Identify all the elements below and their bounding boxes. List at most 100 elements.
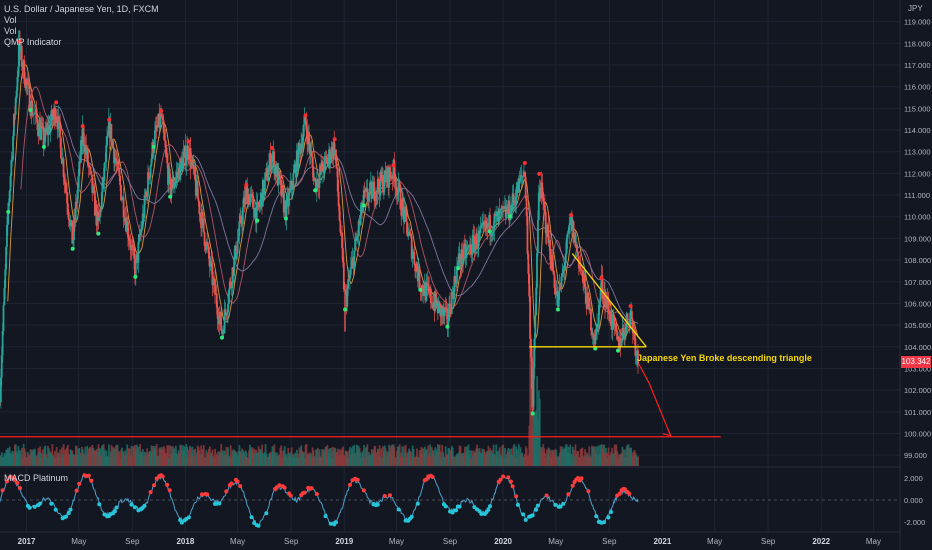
candle-body xyxy=(4,269,7,289)
macd-trough-dot xyxy=(97,502,102,507)
legend-symbol[interactable]: U.S. Dollar / Japanese Yen, 1D, FXCM xyxy=(4,4,159,14)
candle-body xyxy=(308,132,310,144)
legend-qmp[interactable]: QMP Indicator xyxy=(4,37,62,47)
candle-body xyxy=(547,224,550,244)
time-tick-label: May xyxy=(230,537,245,546)
candle-body xyxy=(584,275,586,287)
candle-body xyxy=(82,126,85,145)
candle-body xyxy=(308,143,311,155)
candle-body xyxy=(371,186,374,199)
candle-body xyxy=(534,315,537,339)
macd-trough-dot xyxy=(606,515,611,520)
candle-body xyxy=(240,215,243,224)
candle-body xyxy=(93,190,96,216)
candle-body xyxy=(154,130,156,147)
candle-body xyxy=(584,286,587,304)
candle-body xyxy=(229,281,232,286)
candle-body xyxy=(556,291,558,293)
candle-body xyxy=(403,206,406,222)
candle-body xyxy=(273,151,276,174)
candle-body xyxy=(512,193,515,203)
candle-body xyxy=(172,178,175,189)
candle-body xyxy=(89,166,92,171)
candle-body xyxy=(329,158,332,164)
candle-body xyxy=(325,156,328,158)
candle-body xyxy=(196,181,199,199)
candle-body xyxy=(624,334,626,338)
candle-body xyxy=(565,238,568,254)
candle-body xyxy=(607,298,610,312)
macd-peak-dot xyxy=(167,488,172,493)
candle-body xyxy=(588,297,591,311)
candle-body xyxy=(508,200,511,221)
volume-bar xyxy=(581,447,584,466)
macd-peak-dot xyxy=(627,491,632,496)
candle-body xyxy=(66,203,69,213)
volume-bar xyxy=(429,444,431,466)
candle-body xyxy=(398,182,401,188)
macd-title[interactable]: MACD Platinum xyxy=(4,473,69,483)
candle-body xyxy=(444,307,447,311)
macd-trough-dot xyxy=(521,512,526,517)
qmp-buy-dot xyxy=(70,246,75,251)
candle-body xyxy=(180,158,182,161)
price-candles xyxy=(0,30,639,417)
candle-body xyxy=(616,331,619,340)
candle-body xyxy=(601,275,604,295)
macd-line xyxy=(0,473,639,527)
candle-body xyxy=(211,262,214,286)
macd-peak-dot xyxy=(18,486,23,491)
candle-body xyxy=(87,149,89,166)
candle-body xyxy=(567,232,570,234)
macd-peak-dot xyxy=(544,493,549,498)
candle-body xyxy=(130,244,133,251)
candle-body xyxy=(304,116,307,121)
candle-body xyxy=(374,200,377,202)
qmp-buy-dot xyxy=(133,274,138,279)
candle-body xyxy=(472,235,475,237)
legend-vol-2[interactable]: Vol xyxy=(4,26,17,36)
macd-peak-dot xyxy=(510,484,515,489)
macd-trough-dot xyxy=(553,502,558,507)
candle-body xyxy=(160,114,162,117)
candle-body xyxy=(323,156,326,174)
macd-peak-dot xyxy=(205,492,210,497)
macd-trough-dot xyxy=(454,508,459,513)
legend-vol-1[interactable]: Vol xyxy=(4,15,17,25)
macd-trough-dot xyxy=(142,503,147,508)
candle-body xyxy=(623,331,625,338)
candle-body xyxy=(543,201,545,206)
candle-body xyxy=(569,222,572,225)
candle-body xyxy=(298,142,301,147)
candle-body xyxy=(173,185,175,189)
candle-body xyxy=(117,160,120,170)
candle-body xyxy=(147,172,150,179)
qmp-buy-dot xyxy=(555,307,560,312)
candle-body xyxy=(120,199,123,201)
macd-trough-dot xyxy=(375,502,380,507)
candle-body xyxy=(258,206,261,208)
candle-body xyxy=(18,39,21,67)
candle-body xyxy=(537,219,539,253)
candle-body xyxy=(5,247,7,270)
candle-body xyxy=(529,296,531,339)
candle-body xyxy=(470,254,473,255)
moving-average-line xyxy=(20,86,639,335)
candle-body xyxy=(218,316,221,325)
candle-body xyxy=(71,220,74,244)
macd-peak-dot xyxy=(238,484,243,489)
qmp-buy-dot xyxy=(530,411,535,416)
candle-body xyxy=(73,218,75,241)
volume-bar xyxy=(393,447,396,466)
candle-body xyxy=(97,211,100,221)
candle-body xyxy=(8,190,11,203)
macd-peak-dot xyxy=(165,482,170,487)
candle-body xyxy=(49,123,52,133)
candle-body xyxy=(140,229,142,236)
candle-body xyxy=(572,221,575,243)
qmp-buy-dot xyxy=(168,194,173,199)
macd-peak-dot xyxy=(86,473,91,478)
candle-body xyxy=(353,250,356,269)
macd-trough-dot xyxy=(535,503,540,508)
